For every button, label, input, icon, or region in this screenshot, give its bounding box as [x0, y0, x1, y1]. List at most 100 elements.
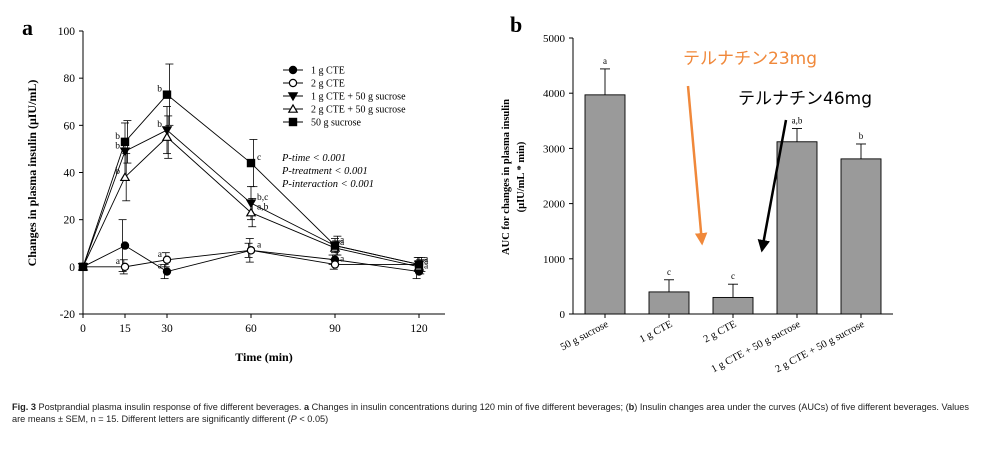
- b-y-tick-label: 5000: [543, 33, 566, 45]
- a-y-tick-label: 100: [58, 26, 76, 38]
- b-y-tick-label: 0: [560, 309, 566, 321]
- b-y-tick-label: 4000: [543, 88, 566, 100]
- a-point: [246, 158, 256, 168]
- a-sig-letter: b: [115, 132, 120, 142]
- a-point: [245, 207, 257, 217]
- a-legend-marker: [288, 65, 298, 75]
- caption-b: b: [628, 402, 635, 412]
- b-y-tick-label: 3000: [543, 143, 566, 155]
- b-bar: [840, 158, 882, 315]
- caption-text-2: Changes in insulin concentrations during…: [309, 402, 629, 412]
- b-bar: [776, 141, 818, 315]
- a-legend-label: 50 g sucrose: [311, 118, 362, 129]
- a-x-tick-label: 90: [329, 323, 341, 335]
- a-point: [78, 262, 88, 272]
- a-y-axis-label: Changes in plasma insulin (μIU/mL): [25, 80, 39, 267]
- annotation-label-23mg: テルナチン23mg: [683, 49, 817, 69]
- a-x-axis-label: Time (min): [235, 350, 292, 364]
- a-y-tick-label: 40: [64, 168, 76, 180]
- annotation-overlay: テルナチン23mg テルナチン46mg: [683, 49, 872, 253]
- a-legend-label: 1 g CTE: [311, 66, 345, 77]
- caption-text-1: Postprandial plasma insulin response of …: [36, 402, 304, 412]
- a-legend-label: 2 g CTE + 50 g sucrose: [311, 105, 406, 116]
- b-bar: [584, 94, 626, 315]
- panel-a-letter: a: [22, 15, 33, 40]
- a-sig-letter: a: [158, 250, 163, 260]
- a-point: [120, 262, 130, 272]
- a-sig-letter: a: [424, 262, 429, 272]
- a-x-tick-label: 120: [410, 323, 428, 335]
- a-y-tick-label: 0: [69, 262, 75, 274]
- a-series-line: [82, 245, 420, 273]
- a-point: [161, 126, 173, 136]
- a-y-tick-label: 80: [64, 73, 76, 85]
- annotation-label-46mg: テルナチン46mg: [738, 89, 872, 109]
- b-bar: [712, 296, 754, 315]
- a-sig-letter: a: [158, 262, 163, 272]
- b-sig-letter: c: [731, 271, 735, 281]
- b-y-axis-label-line1: AUC for changes in plasma insulin: [501, 99, 512, 255]
- a-sig-letter: b: [115, 167, 120, 177]
- a-legend-marker: [288, 78, 298, 88]
- b-x-tick-label: 2 g CTE: [702, 319, 739, 345]
- a-point: [162, 255, 172, 264]
- a-sig-letter: a: [424, 254, 429, 264]
- b-y-tick-label: 1000: [543, 254, 566, 266]
- caption-p: P: [290, 414, 297, 424]
- a-sig-letter: b,c: [257, 193, 268, 203]
- a-sig-letter: c: [257, 153, 261, 163]
- a-sig-letter: a: [340, 238, 345, 248]
- b-bar: [648, 291, 690, 315]
- a-sig-letter: b: [115, 141, 120, 151]
- a-sig-letter: a: [424, 254, 429, 264]
- a-sig-letter: a: [340, 254, 345, 264]
- a-series-line: [82, 94, 420, 267]
- a-x-tick-label: 60: [245, 323, 257, 335]
- a-sig-letter: a,b: [257, 203, 269, 213]
- a-point: [162, 267, 172, 276]
- a-legend: 1 g CTE 2 g CTE 1 g CTE + 50 g sucrose 2 g …: [283, 66, 406, 129]
- a-point: [162, 90, 172, 99]
- a-point: [120, 241, 130, 250]
- a-x-tick-label: 0: [80, 323, 86, 335]
- a-legend-label: 2 g CTE: [311, 79, 345, 90]
- orange-arrow-icon: [686, 85, 708, 246]
- a-point: [330, 241, 340, 250]
- b-x-tick-label: 1 g CTE: [638, 319, 675, 345]
- b-y-tick-label: 2000: [543, 199, 566, 211]
- caption-label: Fig. 3: [12, 402, 36, 412]
- a-point: [120, 137, 130, 147]
- a-series-line: [83, 249, 419, 268]
- panel-b-bar-chart: 0 1000 2000 3000 4000 5000 a c c a,b b 50 g sucro…: [501, 33, 893, 375]
- a-sig-letter: a: [340, 236, 345, 246]
- caption-text-4: < 0.05): [296, 414, 329, 424]
- b-sig-letter: a,b: [792, 116, 803, 126]
- a-point: [245, 199, 257, 209]
- panel-b-letter: b: [510, 12, 522, 37]
- a-y-tick-label: 20: [64, 215, 76, 227]
- caption-a: a: [303, 402, 310, 412]
- figure-caption: Fig. 3 Postprandial plasma insulin respo…: [12, 401, 974, 425]
- a-x-tick-label: 30: [161, 323, 173, 335]
- a-x-tick-label: 15: [119, 323, 131, 335]
- b-sig-letter: b: [859, 131, 864, 141]
- a-point: [414, 260, 424, 269]
- a-stats: P-time < 0.001 P-treatment < 0.001 P-int…: [281, 153, 374, 190]
- b-y-axis-label-line2: (μIU/mL * min): [516, 141, 527, 212]
- caption-text-3: ) Insulin changes area under the curves …: [12, 402, 969, 424]
- a-series-line: [82, 136, 420, 268]
- stat-p-treatment: P-treatment < 0.001: [281, 166, 368, 177]
- a-legend-marker: [288, 117, 298, 127]
- a-sig-letter: a: [257, 240, 262, 250]
- a-point: [161, 131, 173, 141]
- stat-p-interaction: P-interaction < 0.001: [281, 179, 374, 190]
- stat-p-time: P-time < 0.001: [281, 153, 346, 164]
- black-arrow-icon: [757, 119, 788, 253]
- figure: a b -20 0 20 40 60 80 100 0 15 30 60 90 120 Time (m…: [22, 12, 893, 375]
- a-legend-label: 1 g CTE + 50 g sucrose: [311, 92, 406, 103]
- b-sig-letter: a: [603, 56, 607, 66]
- a-y-tick-label: -20: [60, 309, 76, 321]
